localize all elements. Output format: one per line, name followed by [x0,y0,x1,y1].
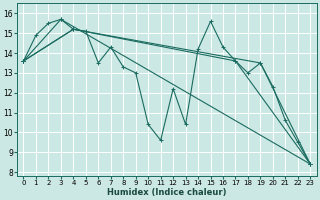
X-axis label: Humidex (Indice chaleur): Humidex (Indice chaleur) [107,188,227,197]
